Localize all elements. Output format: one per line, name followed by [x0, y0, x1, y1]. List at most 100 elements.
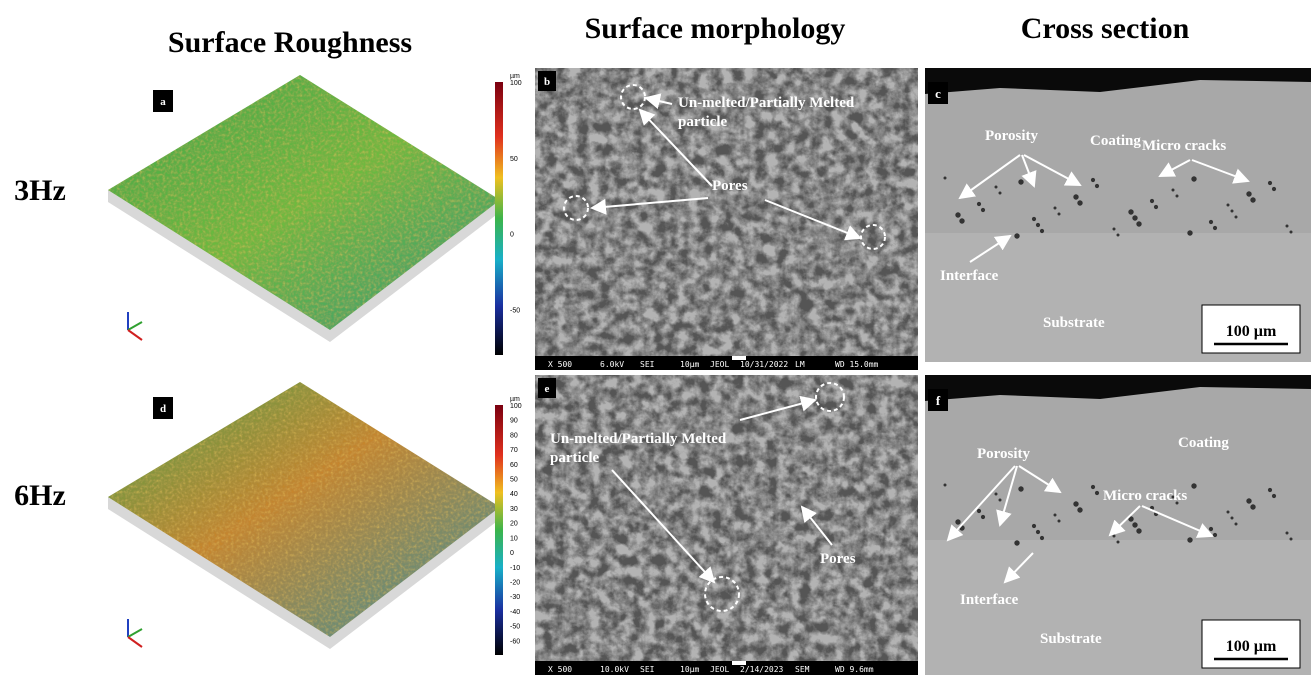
surface-texture	[108, 382, 500, 637]
colorbar-tick-label: 0	[510, 232, 514, 239]
info-bar-text: X 500	[548, 360, 572, 369]
pore	[1191, 483, 1196, 488]
pore	[1095, 491, 1099, 495]
pore	[1128, 209, 1133, 214]
info-bar-text: 10/31/2022	[740, 360, 788, 369]
figure: Surface Roughness Surface morphology Cro…	[0, 0, 1311, 675]
pore	[1117, 541, 1120, 544]
annotation: Porosity	[985, 128, 1039, 144]
info-bar-text: LM	[795, 360, 805, 369]
annotation: Un-melted/Partially Melted	[678, 95, 855, 111]
pore	[1077, 507, 1082, 512]
colorbar-tick-label: -50	[510, 308, 520, 315]
colorbar-tick-label: -60	[510, 638, 520, 645]
pore	[1150, 199, 1154, 203]
pore	[1290, 538, 1293, 541]
panel-letter: d	[160, 403, 166, 415]
pore	[1032, 524, 1036, 528]
pore	[1235, 523, 1238, 526]
pore	[1187, 537, 1192, 542]
pore	[1250, 504, 1255, 509]
colorbar-tick-label: -30	[510, 594, 520, 601]
colorbar-tick-label: 100	[510, 403, 522, 410]
info-bar-text: 2/14/2023	[740, 665, 784, 674]
colorbar-tick-label: 10	[510, 535, 518, 542]
column-header: Surface morphology	[585, 12, 846, 45]
pore	[1077, 200, 1082, 205]
panel-letter: f	[936, 393, 941, 408]
pore	[1191, 176, 1196, 181]
info-bar-text: 6.0kV	[600, 360, 624, 369]
colorbar-tick-label: 20	[510, 521, 518, 528]
colorbar-tick-label: -40	[510, 609, 520, 616]
pore	[1132, 215, 1137, 220]
pore	[955, 212, 960, 217]
pore	[1227, 204, 1230, 207]
pore	[944, 484, 947, 487]
pore	[1213, 533, 1217, 537]
colorbar-tick-label: 50	[510, 156, 518, 163]
colorbar-tick-label: 60	[510, 462, 518, 469]
pore	[1290, 231, 1293, 234]
info-bar-text: SEM	[795, 665, 810, 674]
pore	[999, 192, 1002, 195]
pore	[977, 509, 981, 513]
info-bar-text: JEOL	[710, 665, 729, 674]
row-label: 3Hz	[14, 174, 66, 207]
panel-letter: e	[545, 383, 550, 395]
pore	[1040, 536, 1044, 540]
colorbar	[495, 405, 503, 655]
annotation: Porosity	[977, 446, 1031, 462]
column-header: Surface Roughness	[168, 26, 412, 59]
pore	[1246, 498, 1251, 503]
colorbar-tick-label: 90	[510, 418, 518, 425]
pore	[981, 208, 985, 212]
annotation: Micro cracks	[1142, 138, 1226, 154]
pore	[1154, 205, 1158, 209]
info-bar-text: WD 15.0mm	[835, 360, 879, 369]
colorbar-tick-label: 80	[510, 432, 518, 439]
pore	[1095, 184, 1099, 188]
pore	[1286, 225, 1289, 228]
pore	[1209, 220, 1213, 224]
colorbar-unit: µm	[510, 73, 520, 80]
pore	[981, 515, 985, 519]
info-bar-text: SEI	[640, 665, 655, 674]
info-bar-text: WD 9.6mm	[835, 665, 874, 674]
pore	[1250, 197, 1255, 202]
pore	[1209, 527, 1213, 531]
panel-letter: b	[544, 76, 550, 88]
pore	[1187, 230, 1192, 235]
pore	[1091, 485, 1095, 489]
pore	[1054, 207, 1057, 210]
annotation: Substrate	[1040, 631, 1102, 647]
panel-letter: a	[160, 96, 166, 108]
sem-scale	[732, 356, 746, 360]
info-bar-text: JEOL	[710, 360, 729, 369]
pore	[1286, 532, 1289, 535]
surface-texture	[108, 75, 500, 330]
pore	[1172, 189, 1175, 192]
axis-icon	[128, 322, 142, 330]
scale-label: 100 µm	[1226, 323, 1277, 340]
info-bar-text: 10µm	[680, 360, 699, 369]
colorbar-tick-label: 40	[510, 491, 518, 498]
pore	[1040, 229, 1044, 233]
annotation: Interface	[940, 268, 999, 284]
pore	[955, 519, 960, 524]
annotation: Substrate	[1043, 315, 1105, 331]
annotation: Coating	[1178, 435, 1229, 451]
colorbar-tick-label: 30	[510, 506, 518, 513]
pore	[1227, 511, 1230, 514]
annotation: Pores	[820, 551, 856, 567]
pore	[977, 202, 981, 206]
annotation: Un-melted/Partially Melted	[550, 431, 727, 447]
pore	[1014, 233, 1019, 238]
pore	[1018, 179, 1023, 184]
pore	[999, 499, 1002, 502]
pore	[944, 177, 947, 180]
colorbar-unit: µm	[510, 396, 520, 403]
info-bar-text: X 500	[548, 665, 572, 674]
axis-icon	[128, 629, 142, 637]
pore	[1073, 501, 1078, 506]
